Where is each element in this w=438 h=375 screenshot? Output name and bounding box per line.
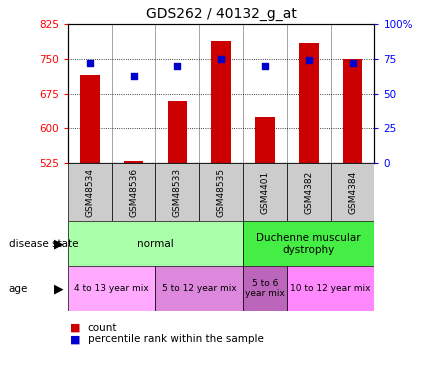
Bar	[155, 163, 199, 221]
Point	[86, 60, 93, 66]
Bar	[287, 163, 331, 221]
Bar	[243, 163, 287, 221]
Text: 10 to 12 year mix: 10 to 12 year mix	[290, 284, 371, 293]
Bar	[168, 101, 187, 163]
Title: GDS262 / 40132_g_at: GDS262 / 40132_g_at	[146, 7, 297, 21]
Text: 5 to 6
year mix: 5 to 6 year mix	[245, 279, 285, 298]
Text: GSM4401: GSM4401	[261, 171, 269, 214]
Bar	[343, 59, 363, 163]
Text: GSM48536: GSM48536	[129, 168, 138, 217]
Text: GSM4384: GSM4384	[348, 171, 357, 214]
Point	[130, 73, 137, 79]
Point	[305, 57, 312, 63]
Text: 5 to 12 year mix: 5 to 12 year mix	[162, 284, 237, 293]
Text: GSM48533: GSM48533	[173, 168, 182, 217]
Bar	[199, 163, 243, 221]
Bar	[243, 266, 287, 311]
Text: Duchenne muscular
dystrophy: Duchenne muscular dystrophy	[257, 233, 361, 255]
Bar	[155, 266, 243, 311]
Bar	[287, 266, 374, 311]
Text: count: count	[88, 323, 117, 333]
Text: percentile rank within the sample: percentile rank within the sample	[88, 334, 264, 344]
Text: normal: normal	[137, 239, 174, 249]
Bar	[255, 117, 275, 163]
Bar	[212, 40, 231, 163]
Bar	[124, 161, 144, 163]
Bar	[68, 221, 243, 266]
Text: ▶: ▶	[54, 282, 64, 295]
Text: age: age	[9, 284, 28, 294]
Bar	[243, 221, 374, 266]
Text: ■: ■	[70, 334, 81, 344]
Point	[261, 63, 268, 69]
Point	[218, 56, 225, 62]
Text: ▶: ▶	[54, 237, 64, 250]
Text: GSM4382: GSM4382	[304, 171, 313, 214]
Text: disease state: disease state	[9, 239, 78, 249]
Text: GSM48534: GSM48534	[85, 168, 94, 217]
Text: 4 to 13 year mix: 4 to 13 year mix	[74, 284, 149, 293]
Point	[174, 63, 181, 69]
Bar	[112, 163, 155, 221]
Point	[349, 60, 356, 66]
Bar	[68, 266, 155, 311]
Bar	[80, 75, 100, 163]
Bar	[331, 163, 374, 221]
Bar	[299, 43, 319, 163]
Bar	[68, 163, 112, 221]
Text: GSM48535: GSM48535	[217, 168, 226, 217]
Text: ■: ■	[70, 323, 81, 333]
